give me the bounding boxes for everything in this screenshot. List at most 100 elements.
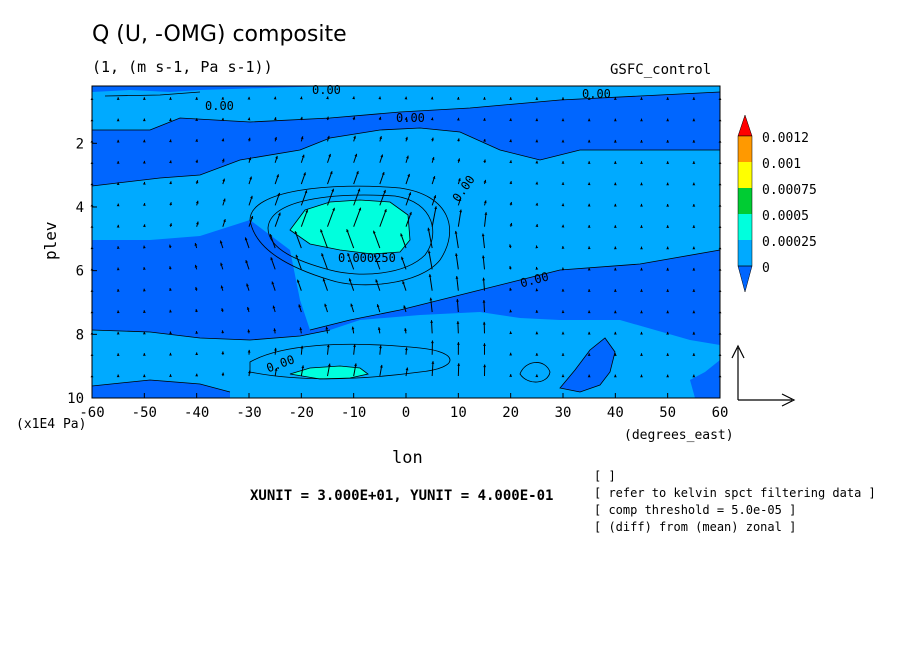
wind-vector (509, 331, 513, 335)
wind-vector (116, 310, 120, 314)
wind-vector (587, 246, 591, 250)
wind-vector (116, 353, 120, 356)
wind-vector (640, 267, 643, 271)
wind-vector (666, 182, 670, 186)
wind-vector (327, 171, 333, 185)
wind-vector (404, 328, 407, 334)
wind-vector (640, 353, 643, 356)
x-axis-title: lon (392, 448, 423, 468)
wind-vector (273, 328, 277, 334)
wind-vector (116, 118, 120, 122)
wind-vector (350, 303, 355, 313)
wind-vector (454, 230, 459, 249)
wind-vector (535, 353, 539, 356)
wind-vector (116, 182, 120, 186)
wind-vector (456, 96, 460, 100)
wind-vector (483, 200, 487, 206)
wind-vector (325, 326, 329, 334)
wind-vector (221, 308, 224, 313)
wind-vector (427, 227, 433, 249)
wind-vector (248, 195, 253, 206)
wind-vector (692, 118, 696, 122)
colorbar-label: 0.00025 (762, 235, 817, 250)
wind-vector (352, 96, 356, 100)
field-maximum-lower (290, 366, 368, 379)
wind-vector (404, 117, 408, 121)
wind-vector (373, 254, 381, 270)
vector-units: XUNIT = 3.000E+01, YUNIT = 4.000E-01 (250, 488, 554, 504)
wind-vector (509, 352, 513, 356)
field-negative-island (690, 360, 720, 398)
wind-vector (430, 340, 434, 355)
wind-vector (169, 97, 172, 100)
wind-vector (666, 353, 670, 356)
wind-vector (300, 345, 304, 355)
y-tick-label: 2 (76, 136, 84, 152)
wind-vector (272, 305, 276, 313)
wind-vector (666, 374, 670, 378)
wind-vector (613, 182, 617, 186)
wind-vector (221, 372, 225, 377)
wind-vector (274, 155, 278, 163)
wind-vector (300, 154, 305, 163)
contour-lines (91, 91, 721, 393)
wind-vector (692, 289, 696, 292)
colorbar-label: 0.00075 (762, 183, 817, 198)
wind-vector (116, 267, 120, 271)
wind-vector (221, 138, 225, 142)
wind-vector (142, 245, 146, 249)
x-tick-label: 10 (450, 405, 467, 421)
x-tick-label: 20 (502, 405, 519, 421)
y-tick-label: 4 (76, 200, 84, 216)
x-tick-label: -50 (132, 405, 157, 421)
wind-vector (587, 225, 591, 228)
wind-vector (456, 342, 460, 355)
wind-vector (246, 306, 250, 313)
wind-vector (219, 240, 224, 249)
wind-vector (195, 200, 199, 206)
contour-label: 0.00 (396, 111, 425, 125)
wind-vector (587, 374, 591, 378)
wind-vector (168, 266, 172, 270)
wind-vector (666, 118, 670, 122)
wind-vector (666, 331, 670, 335)
wind-vector (613, 161, 617, 164)
vector-reference (731, 344, 796, 407)
x-tick-label: -30 (236, 405, 261, 421)
wind-vector (483, 364, 487, 377)
wind-vector (248, 215, 254, 227)
y-axis-title: plev (41, 221, 60, 260)
wind-vector (326, 344, 330, 355)
wind-vector (400, 233, 407, 249)
wind-vector (142, 118, 146, 122)
wind-vector (640, 310, 643, 314)
field-negative-island (560, 338, 615, 392)
contour-label: 0.00 (205, 99, 234, 113)
wind-vector (481, 255, 485, 270)
wind-vector (561, 331, 565, 335)
wind-vector (376, 304, 381, 313)
colorbar-label: 0.001 (762, 157, 801, 172)
x-tick-label: 0 (402, 405, 410, 421)
wind-vector (326, 116, 330, 121)
colorbar-over-triangle (737, 114, 753, 137)
wind-vector (483, 179, 487, 185)
colorbar-swatch (738, 240, 752, 266)
wind-vector (300, 190, 308, 206)
x-tick-label: 50 (659, 405, 676, 421)
note-line: [ comp threshold = 5.0e-05 ] (594, 503, 797, 517)
wind-vector (509, 160, 513, 164)
wind-vector (613, 118, 617, 122)
wind-vector (347, 252, 355, 270)
wind-vector (326, 96, 329, 100)
wind-vector (222, 218, 226, 227)
wind-vector (455, 276, 459, 291)
wind-vector (509, 97, 513, 100)
wind-vector (483, 343, 486, 355)
wind-vector (247, 96, 251, 100)
wind-vector (405, 367, 409, 377)
wind-vector (221, 117, 225, 121)
wind-vector (353, 363, 357, 377)
wind-vector (587, 310, 591, 314)
wind-vector (195, 118, 199, 121)
